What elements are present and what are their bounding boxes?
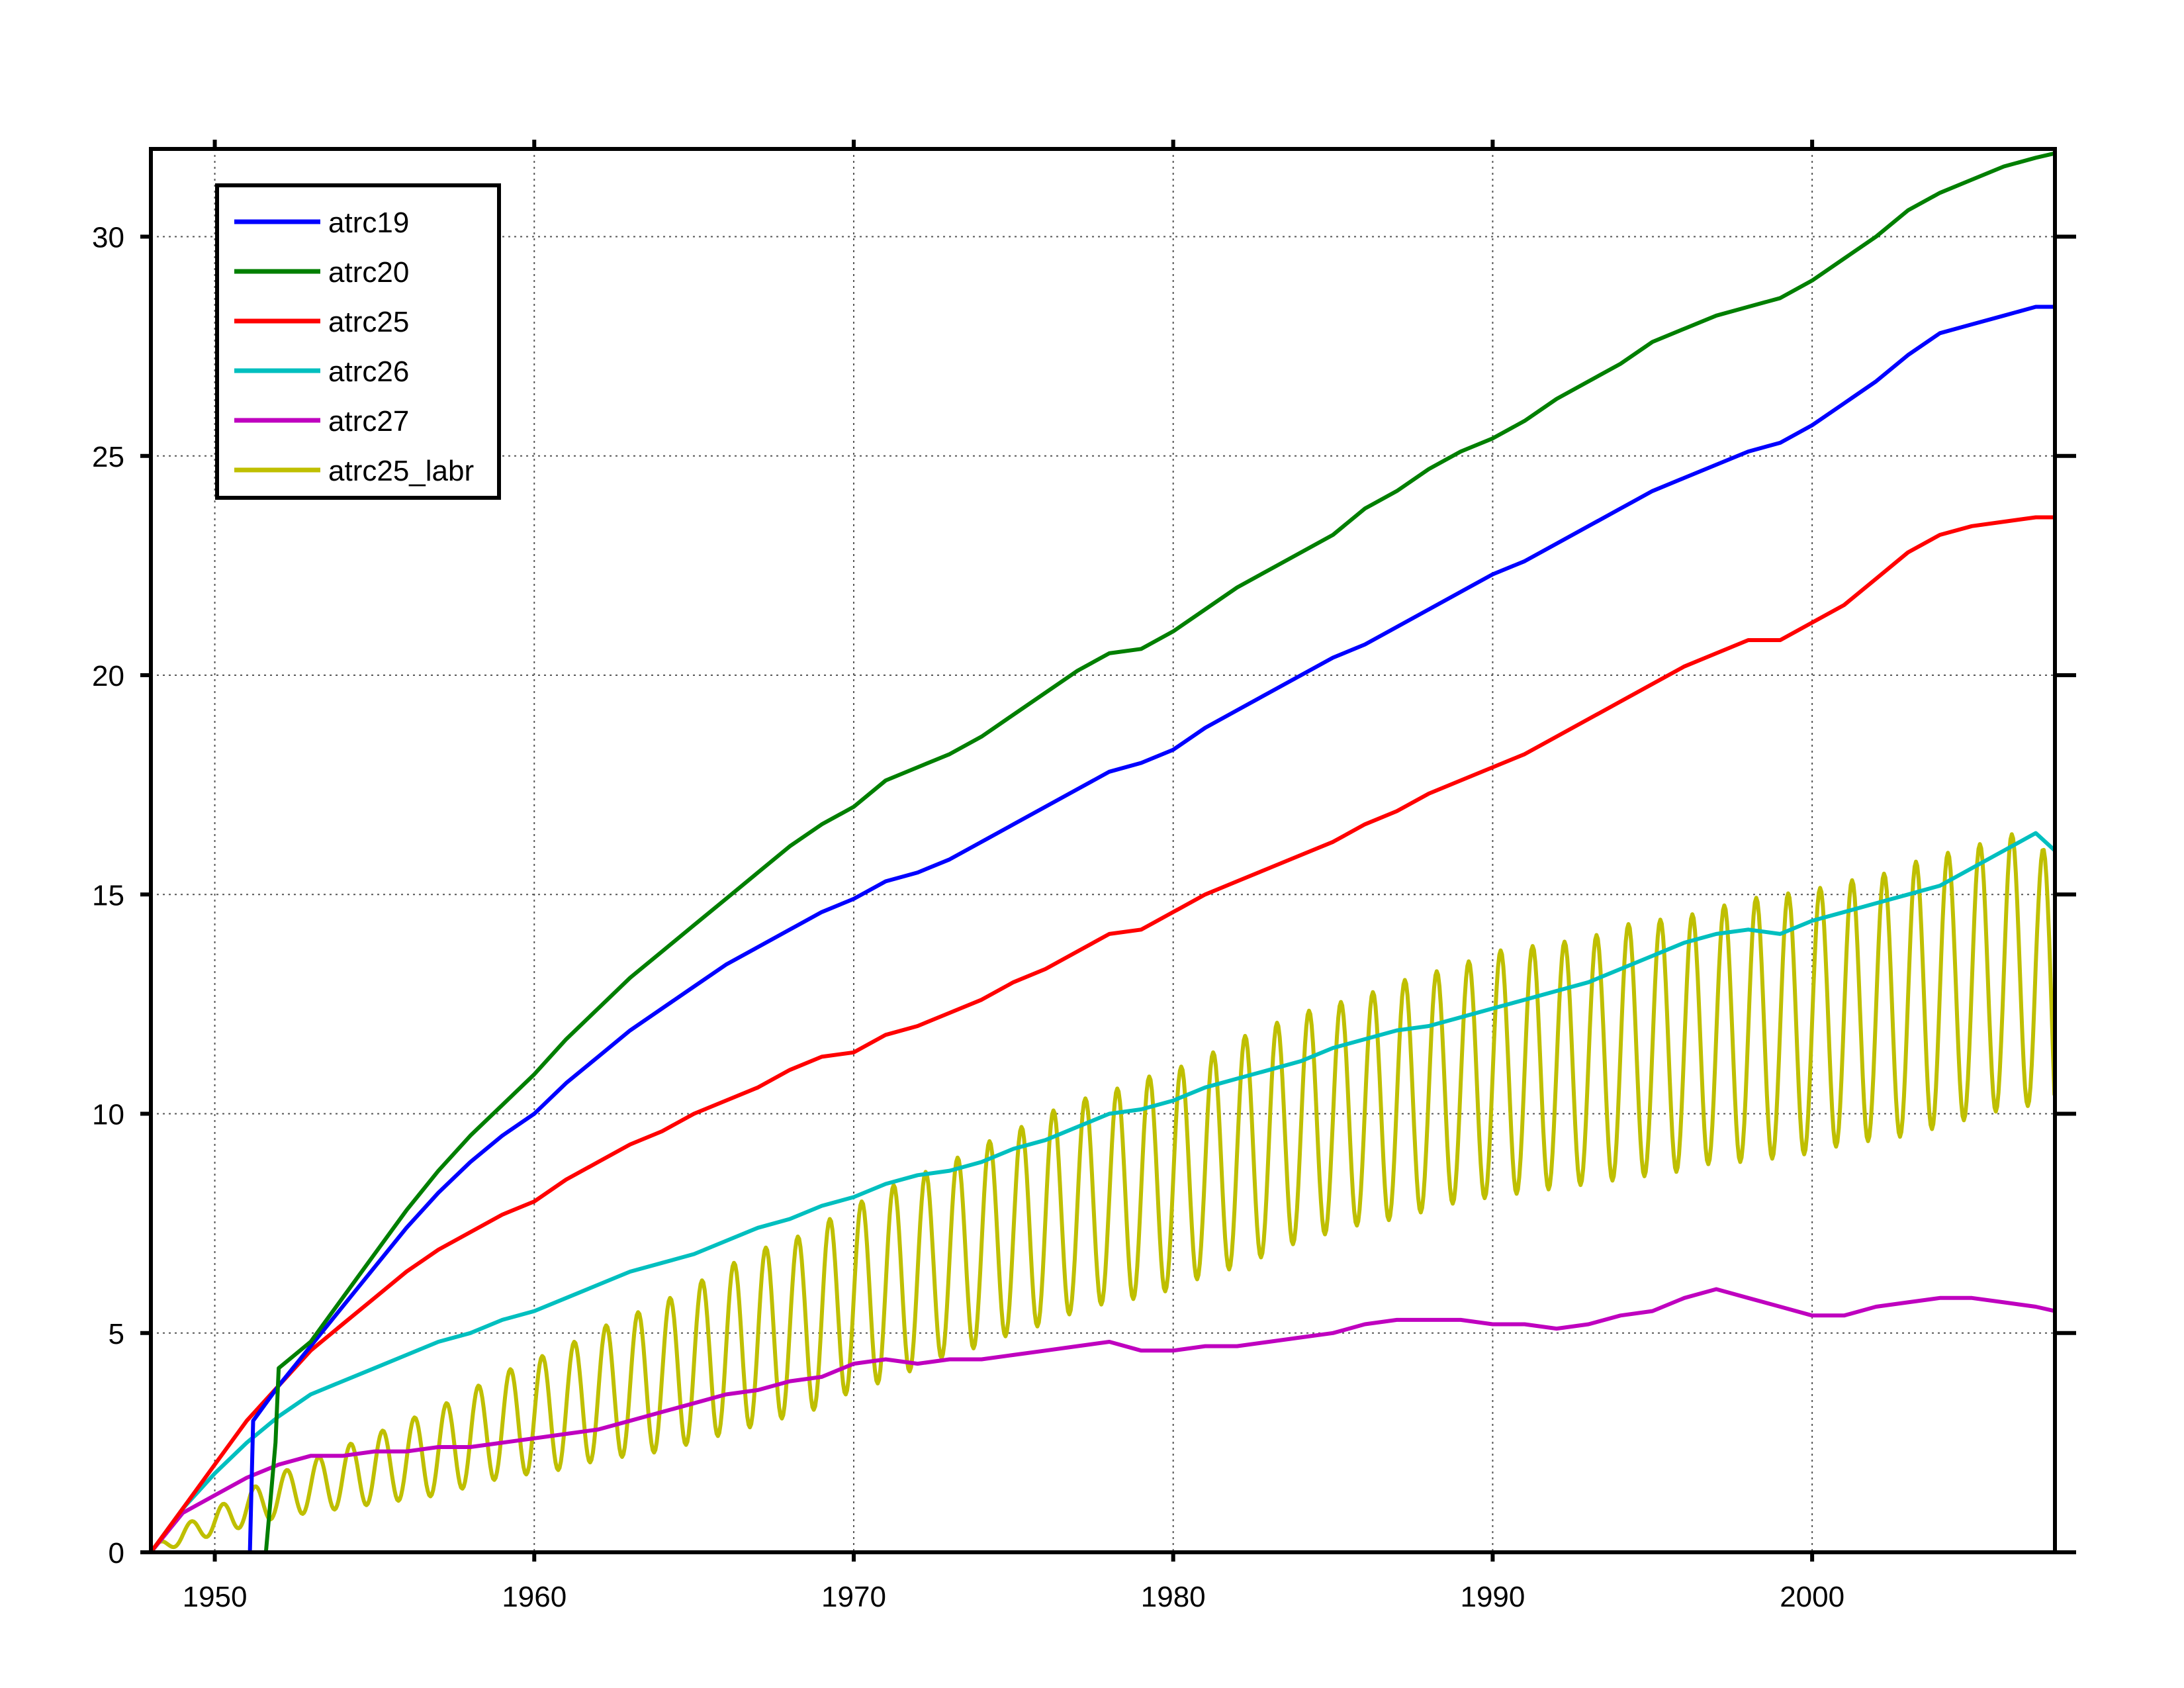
y-tick-label: 0 <box>109 1537 124 1570</box>
series-line-atrc26 <box>149 831 2057 1554</box>
y-tick-label: 5 <box>109 1318 124 1350</box>
y-tick-label: 25 <box>92 441 124 473</box>
legend: atrc19 atrc20 atrc25 atrc26 atrc27 atrc25_lab… <box>215 183 501 500</box>
legend-label: atrc27 <box>328 405 409 438</box>
legend-label: atrc25 <box>328 306 409 338</box>
plot-area <box>149 151 2057 1554</box>
y-tick-label: 15 <box>92 879 124 912</box>
series-line-atrc20 <box>263 151 2057 1554</box>
legend-label: atrc20 <box>328 256 409 289</box>
series-line-atrc19 <box>248 305 2057 1554</box>
legend-label: atrc25_labr <box>328 455 474 487</box>
y-tick-label: 10 <box>92 1099 124 1131</box>
x-tick-label: 1950 <box>183 1581 248 1613</box>
legend-label: atrc19 <box>328 207 409 239</box>
axis-ticks: 1950 1960 1970 1980 1990 2000 0 5 10 15 20 25 30 <box>92 140 2076 1613</box>
legend-box <box>215 183 501 500</box>
x-tick-label: 1970 <box>821 1581 886 1613</box>
y-tick-label: 30 <box>92 222 124 254</box>
axes-frame <box>149 147 2057 1554</box>
y-tick-label: 20 <box>92 660 124 692</box>
x-tick-label: 1960 <box>502 1581 567 1613</box>
series-line-atrc27 <box>149 1287 2057 1554</box>
series-line-atrc25_labr <box>149 832 2057 1554</box>
x-tick-label: 1990 <box>1460 1581 1525 1613</box>
x-tick-label: 1980 <box>1141 1581 1206 1613</box>
series-line-atrc25 <box>149 515 2057 1554</box>
x-tick-label: 2000 <box>1780 1581 1844 1613</box>
legend-label: atrc26 <box>328 355 409 388</box>
